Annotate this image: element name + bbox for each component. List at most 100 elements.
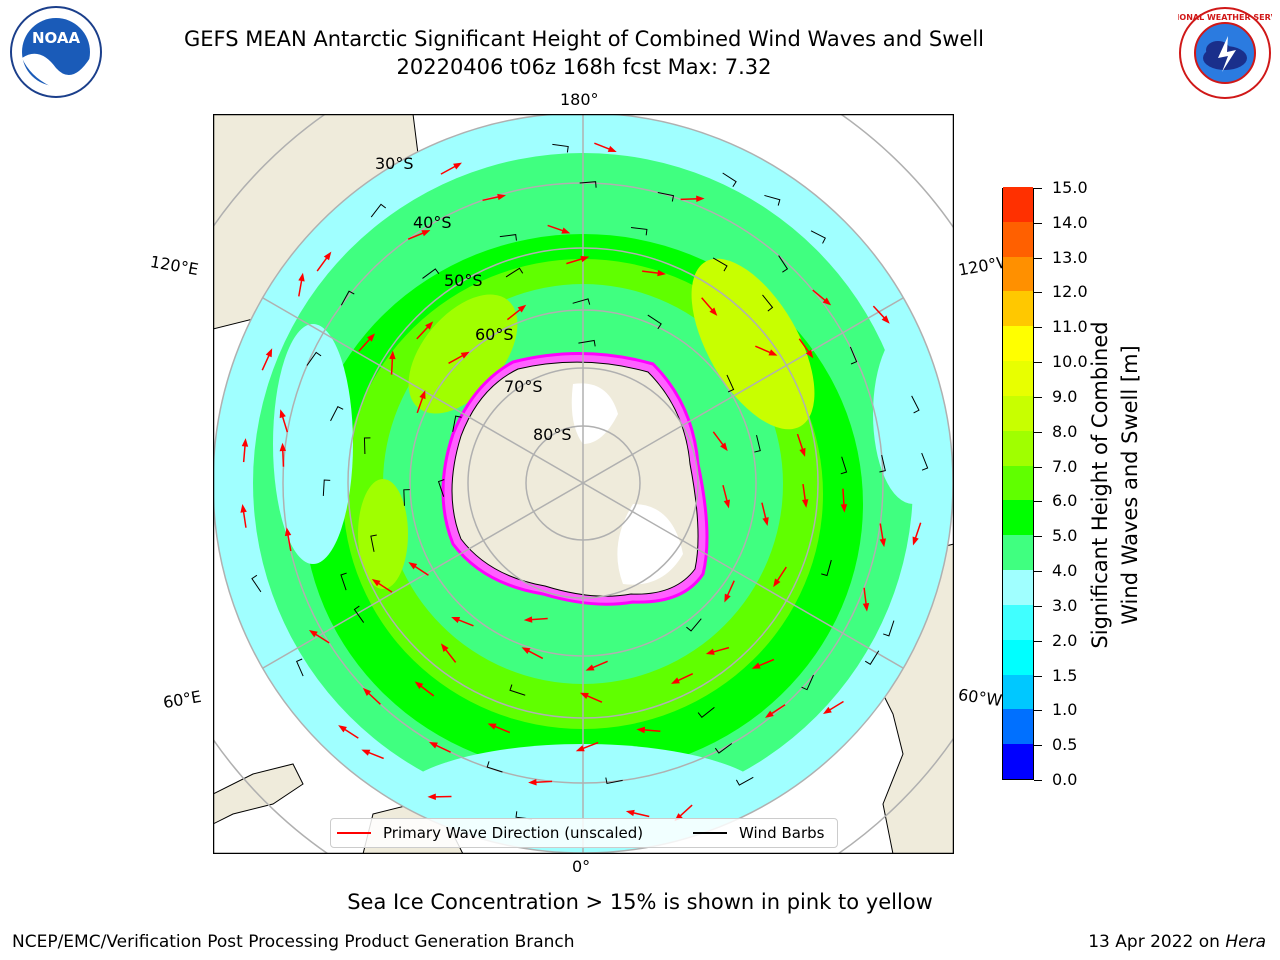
colorbar-tick-label: 1.0 — [1052, 700, 1078, 720]
wave-direction-arrow — [879, 523, 884, 542]
wind-barb — [403, 489, 410, 506]
wave-direction-arrowhead — [362, 687, 372, 696]
colorbar-tick-label: 12.0 — [1052, 282, 1088, 302]
wave-direction-arrowhead — [768, 349, 778, 356]
colorbar-tick — [1034, 501, 1042, 503]
wind-barb — [306, 351, 322, 366]
colorbar-segment — [1003, 186, 1033, 222]
wave-direction-arrow — [642, 729, 661, 732]
colorbar-tick-label: 11.0 — [1052, 317, 1088, 337]
wave-direction-arrow — [755, 345, 773, 354]
wave-direction-arrowhead — [440, 643, 449, 653]
wind-barb — [509, 684, 526, 696]
wind-barb — [647, 314, 662, 330]
footer-machine: Hera — [1225, 932, 1266, 952]
wave-direction-arrowhead — [408, 562, 418, 570]
colorbar-segment — [1003, 256, 1033, 292]
wind-barb — [778, 255, 789, 273]
wave-direction-arrowhead — [497, 193, 507, 201]
wave-direction-arrowhead — [427, 793, 436, 801]
colorbar-segment — [1003, 221, 1033, 257]
wave-direction-arrowhead — [421, 230, 431, 237]
colorbar-tick-label: 2.0 — [1052, 630, 1078, 650]
wind-barb — [363, 437, 371, 455]
wind-barb — [762, 294, 774, 312]
wave-direction-arrowhead — [284, 527, 292, 537]
wind-barb — [712, 257, 728, 272]
colorbar-tick — [1034, 780, 1042, 781]
wave-direction-arrow — [722, 484, 729, 503]
wave-direction-arrow — [366, 751, 384, 760]
wave-direction-arrow — [802, 483, 807, 502]
wave-direction-arrowhead — [751, 662, 761, 669]
wave-direction-arrow — [827, 700, 844, 712]
colorbar-tick — [1034, 396, 1042, 398]
wave-direction-arrow — [342, 727, 359, 739]
wave-direction-arrow — [416, 395, 424, 414]
colorbar-tick — [1034, 327, 1042, 329]
legend-wind-barbs: Wind Barbs — [739, 824, 825, 842]
wind-barb — [764, 194, 781, 206]
wave-direction-arrow — [769, 704, 786, 716]
wind-barb — [714, 743, 733, 754]
colorbar-segment — [1003, 708, 1033, 745]
colorbar-tick — [1034, 222, 1042, 224]
wave-direction-arrowhead — [881, 315, 890, 324]
wind-barb — [630, 226, 648, 236]
colorbar-tick — [1034, 536, 1042, 538]
colorbar-tick — [1034, 188, 1042, 189]
wind-barb — [722, 172, 737, 188]
wave-direction-arrow — [526, 649, 544, 660]
wave-direction-arrowhead — [709, 307, 718, 316]
wind-barb — [437, 479, 445, 497]
lat-label-40: 40°S — [413, 213, 452, 232]
wind-barb — [657, 191, 675, 202]
wave-direction-arrow — [529, 617, 548, 621]
wave-direction-arrowhead — [705, 648, 715, 655]
lat-label-30: 30°S — [375, 154, 414, 173]
colorbar — [1002, 186, 1034, 780]
wave-direction-arrow — [407, 231, 426, 240]
wave-direction-arrowhead — [636, 726, 646, 734]
wind-barb — [821, 559, 832, 577]
wind-barb — [726, 374, 735, 393]
wave-direction-arrowhead — [428, 741, 438, 749]
wave-direction-arrow — [581, 741, 599, 750]
wave-direction-arrow — [242, 509, 247, 528]
wind-barb — [840, 456, 848, 475]
wave-direction-arrow — [366, 691, 381, 705]
colorbar-tick-label: 14.0 — [1052, 212, 1088, 232]
colorbar-tick-label: 10.0 — [1052, 352, 1088, 372]
wind-barb — [330, 405, 344, 422]
wave-direction-arrowhead — [460, 351, 470, 359]
wave-direction-arrowhead — [451, 616, 461, 624]
wave-direction-arrow — [676, 672, 694, 682]
footer-branch: NCEP/EMC/Verification Post Processing Pr… — [12, 932, 575, 952]
colorbar-tick-label: 7.0 — [1052, 456, 1078, 476]
colorbar-tick — [1034, 431, 1042, 433]
lat-label-50: 50°S — [444, 271, 483, 290]
wave-direction-arrow — [286, 533, 292, 552]
wind-barb — [801, 674, 814, 691]
wave-direction-arrowhead — [657, 269, 666, 277]
colorbar-segment — [1003, 639, 1033, 675]
footer-date-text: 13 Apr 2022 on — [1088, 932, 1226, 952]
map-frame — [212, 113, 955, 855]
wind-barb — [572, 298, 591, 305]
wave-direction-arrowhead — [575, 745, 585, 752]
wave-direction-arrowhead — [367, 333, 376, 342]
wave-direction-arrow — [242, 444, 246, 463]
wave-direction-arrowhead — [308, 629, 318, 638]
lon-label-0: 0° — [572, 857, 591, 876]
wind-barb — [810, 230, 826, 244]
footer-date: 13 Apr 2022 on Hera — [1088, 932, 1266, 952]
wave-direction-arrow — [434, 743, 451, 753]
wave-direction-arrowhead — [822, 297, 832, 306]
wave-direction-arrow — [440, 164, 458, 175]
wind-barb — [340, 290, 355, 306]
wave-direction-arrowhead — [521, 647, 531, 655]
map-legend: Primary Wave Direction (unscaled) Wind B… — [330, 818, 838, 848]
wave-direction-arrow — [534, 780, 553, 784]
vector-layer — [240, 142, 929, 822]
colorbar-tick — [1034, 466, 1042, 468]
